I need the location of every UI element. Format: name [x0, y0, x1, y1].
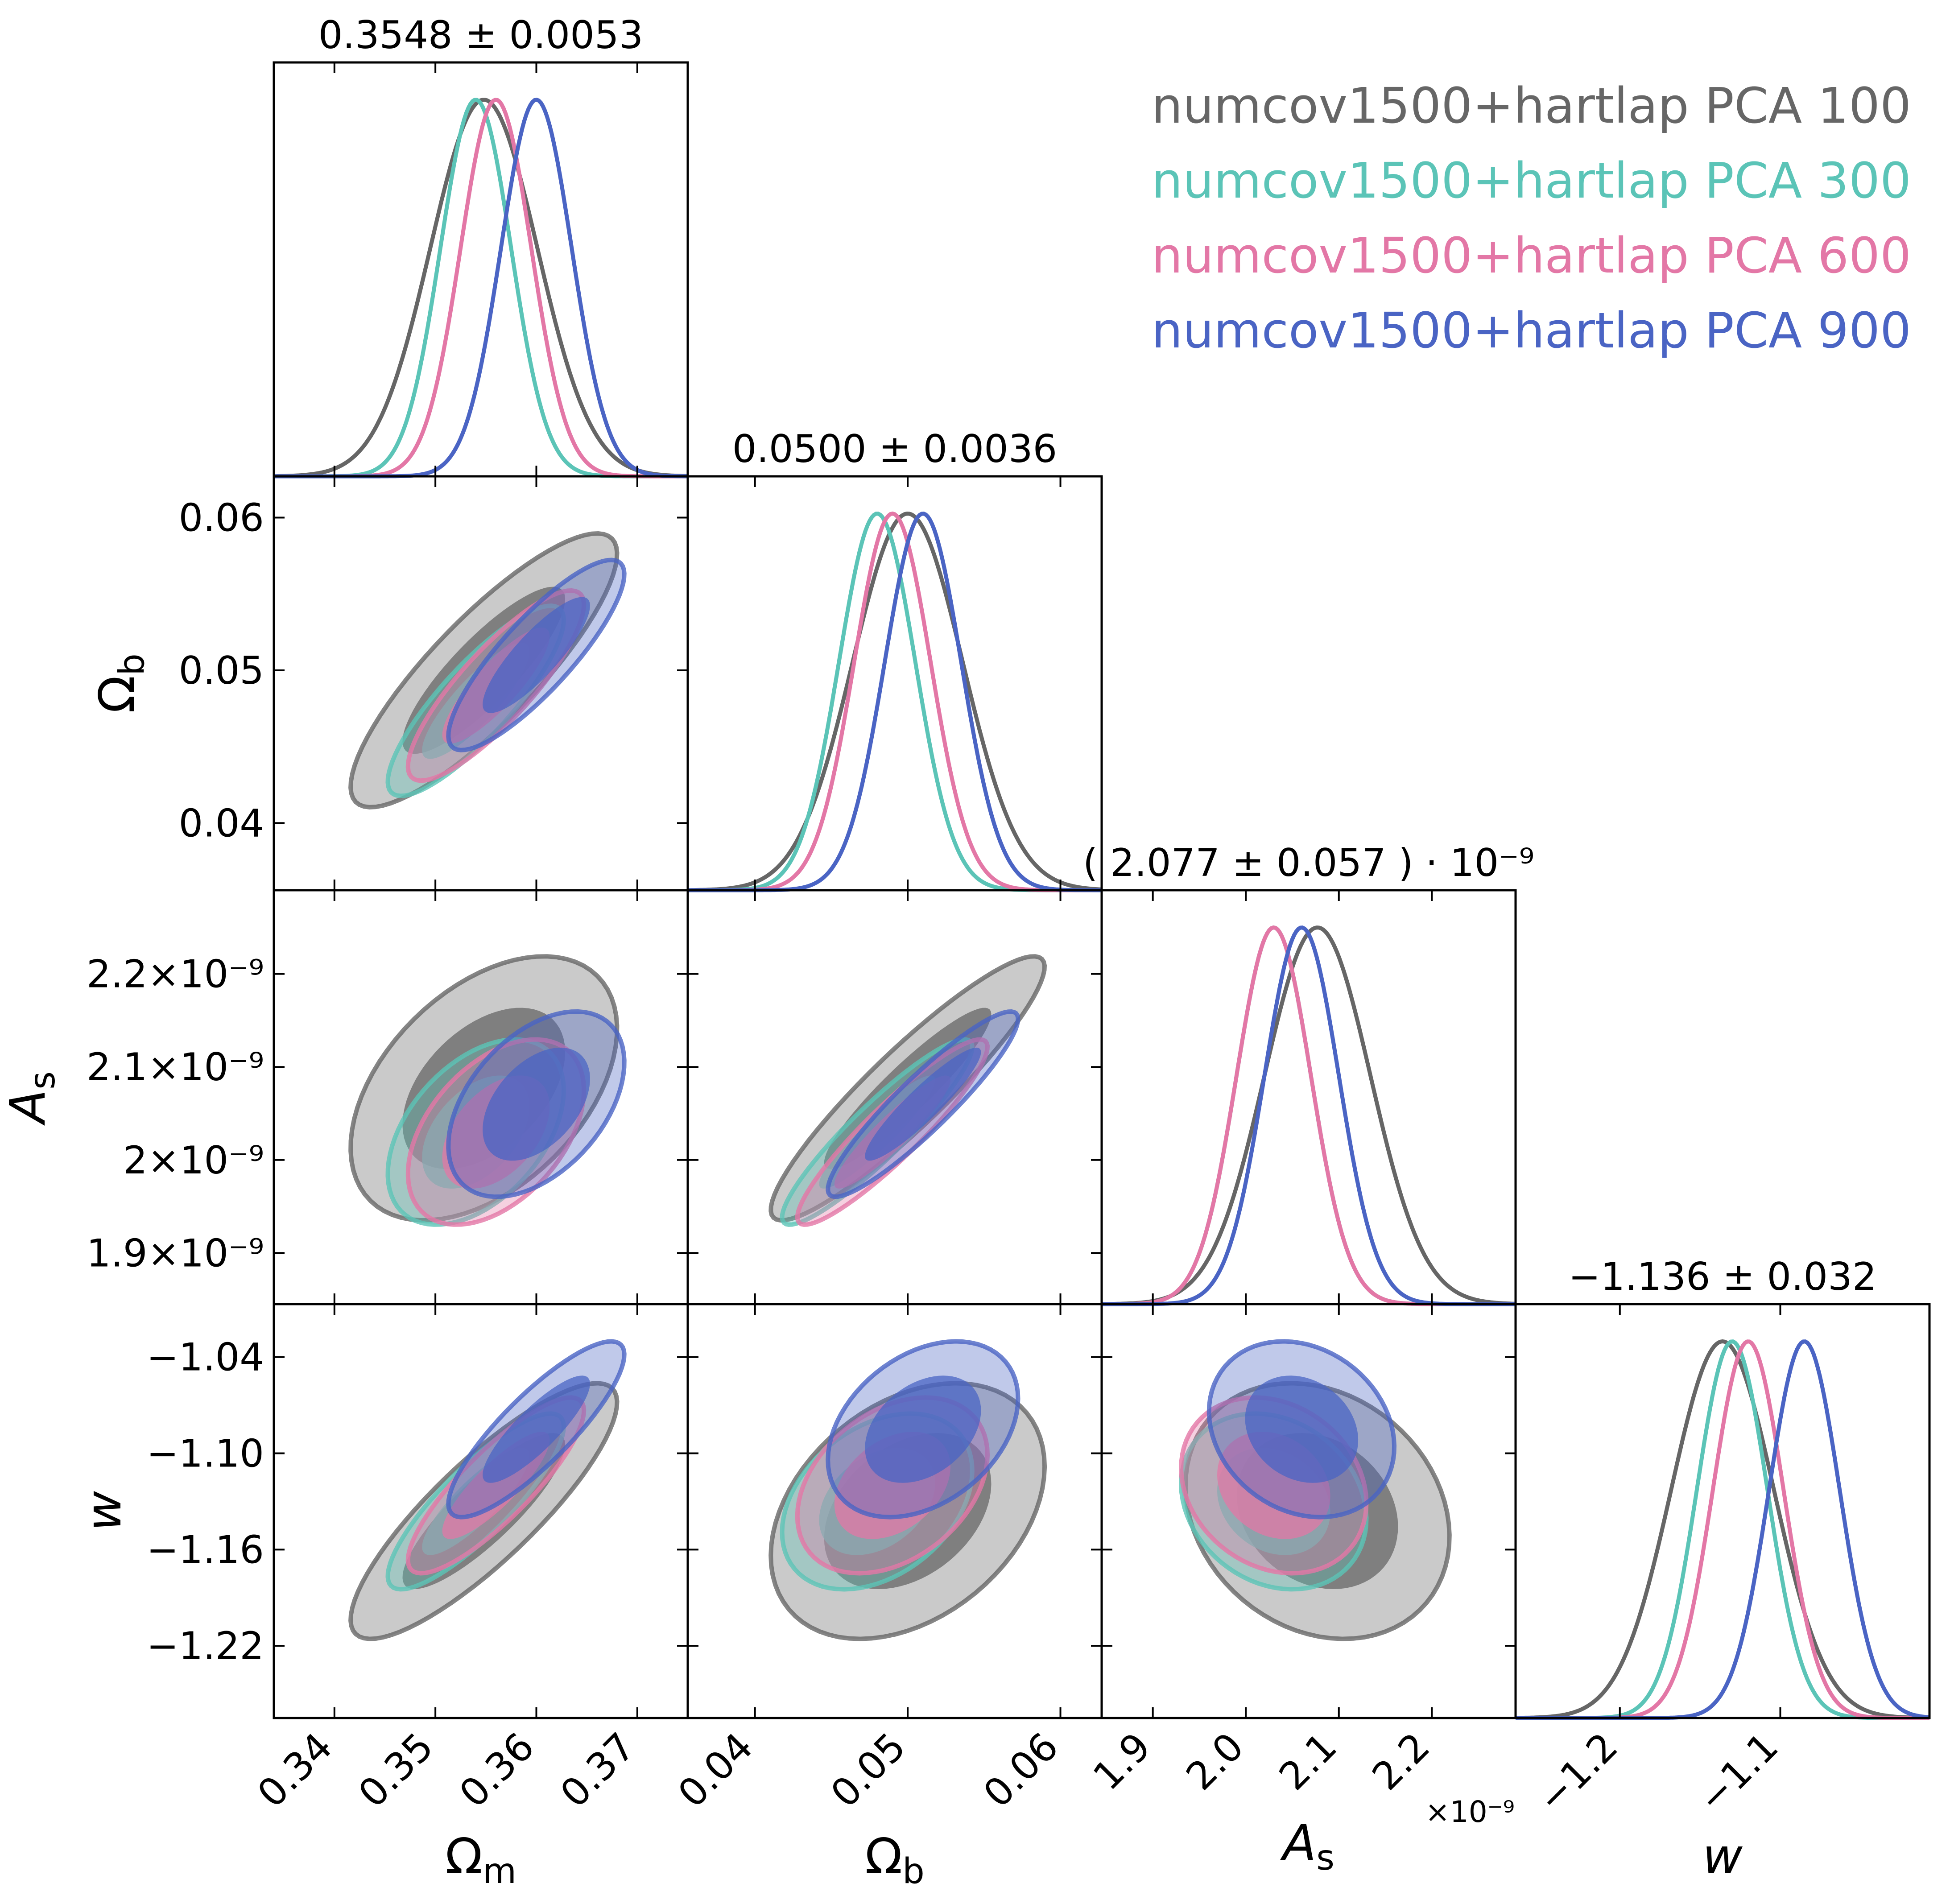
- panels: 0.3548 ± 0.0053 0.0500 ± 0.0036 ( 2.077 ± …: [0, 13, 1931, 1892]
- x-tick-label-om: 0.36: [451, 1724, 543, 1816]
- x-tick-label-As: 1.9: [1085, 1724, 1159, 1799]
- panel-title-As: ( 2.077 ± 0.057 ) · 10⁻⁹: [1083, 841, 1534, 885]
- contour-1sigma-series-4: [865, 1047, 981, 1161]
- marginal-curve-series-2: [274, 98, 688, 479]
- marginal-curve-series-2: [1102, 925, 1516, 1306]
- contour-1sigma-series-4: [1245, 1375, 1359, 1483]
- marginal-curve-series-4: [1516, 1339, 1930, 1720]
- y-tick-label-w: −1.16: [146, 1528, 264, 1572]
- marginal-curve-series-4: [1102, 925, 1516, 1306]
- y-tick-label-As: 2.2×10⁻⁹: [87, 952, 264, 997]
- panel-title-ob: 0.0500 ± 0.0036: [732, 427, 1058, 471]
- marginal-curve-series-3: [274, 98, 688, 479]
- contour-panel-As-om: [348, 954, 627, 1227]
- x-tick-label-As: 2.2: [1364, 1724, 1438, 1799]
- panel-title-w: −1.136 ± 0.032: [1568, 1255, 1876, 1299]
- x-tick-label-ob: 0.05: [822, 1724, 914, 1816]
- marginal-panel-w: [1515, 1339, 1930, 1720]
- x-tick-label-ob: 0.04: [669, 1724, 761, 1816]
- contour-panel-w-ob: [768, 1339, 1047, 1641]
- legend-item-3: numcov1500+hartlap PCA 600: [1152, 227, 1911, 284]
- legend-item-2: numcov1500+hartlap PCA 300: [1152, 152, 1911, 209]
- y-tick-label-As: 2×10⁻⁹: [123, 1138, 264, 1183]
- panel-title-om: 0.3548 ± 0.0053: [318, 13, 644, 58]
- x-axis-label-As: As: [1280, 1814, 1334, 1878]
- x-tick-label-w: −1.2: [1529, 1724, 1626, 1821]
- y-tick-label-As: 2.1×10⁻⁹: [87, 1045, 264, 1090]
- panel-frame: [273, 61, 689, 478]
- x-tick-label-As: 2.0: [1178, 1724, 1252, 1799]
- y-tick-label-w: −1.10: [146, 1432, 264, 1476]
- marginal-curve-series-1: [688, 512, 1102, 892]
- panel-frame: [686, 475, 1103, 892]
- marginal-curve-series-4: [274, 97, 688, 479]
- contour-1sigma-series-4: [865, 1375, 981, 1483]
- x-offset-label-As: ×10⁻⁹: [1425, 1795, 1515, 1829]
- contour-1sigma-series-4: [483, 597, 590, 713]
- legend-item-1: numcov1500+hartlap PCA 100: [1152, 77, 1911, 134]
- y-tick-label-ob: 0.05: [179, 648, 264, 693]
- y-axis-label-As: As: [0, 1071, 63, 1126]
- marginal-curve-series-1: [274, 98, 688, 479]
- x-tick-label-As: 2.1: [1271, 1724, 1345, 1799]
- marginal-curve-series-1: [1515, 1339, 1930, 1720]
- legend-item-4: numcov1500+hartlap PCA 900: [1152, 302, 1911, 359]
- contour-panel-w-As: [1179, 1339, 1452, 1641]
- marginal-panel-om: [274, 97, 688, 479]
- legend: numcov1500+hartlap PCA 100 numcov1500+har…: [1152, 77, 1911, 359]
- marginal-curve-series-4: [688, 512, 1102, 892]
- x-tick-label-w: −1.1: [1690, 1724, 1787, 1821]
- x-axis-label-ob: Ωb: [865, 1828, 925, 1892]
- x-axis-label-w: w: [1702, 1828, 1743, 1885]
- marginal-curve-series-3: [688, 511, 1102, 892]
- x-tick-label-om: 0.34: [249, 1724, 341, 1816]
- marginal-panel-ob: [688, 511, 1102, 892]
- marginal-curve-series-1: [1102, 925, 1516, 1306]
- y-tick-label-As: 1.9×10⁻⁹: [87, 1231, 264, 1276]
- marginal-curve-series-2: [688, 512, 1102, 892]
- y-tick-label-ob: 0.04: [179, 801, 264, 846]
- x-axis-label-om: Ωm: [445, 1828, 516, 1892]
- x-tick-label-om: 0.37: [552, 1724, 644, 1816]
- y-axis-label-ob: Ωb: [88, 653, 152, 713]
- contour-panel-ob-om: [348, 531, 627, 810]
- y-tick-label-w: −1.04: [146, 1335, 264, 1380]
- x-tick-label-om: 0.35: [350, 1724, 442, 1816]
- marginal-curve-series-2: [1516, 1339, 1929, 1720]
- panel-frame: [1100, 889, 1517, 1305]
- x-tick-label-ob: 0.06: [975, 1724, 1067, 1816]
- marginal-curve-series-3: [1516, 1339, 1929, 1720]
- contour-panel-As-ob: [768, 954, 1047, 1227]
- marginal-curve-series-3: [1102, 925, 1516, 1306]
- y-tick-label-w: −1.22: [146, 1624, 264, 1669]
- panel-frame: [1514, 1303, 1931, 1719]
- contour-panel-w-om: [348, 1339, 627, 1641]
- contour-1sigma-series-4: [483, 1047, 590, 1161]
- marginal-panel-As: [1102, 925, 1516, 1306]
- y-axis-label-w: w: [75, 1491, 132, 1531]
- contour-1sigma-series-4: [483, 1375, 590, 1483]
- y-tick-label-ob: 0.06: [179, 496, 264, 540]
